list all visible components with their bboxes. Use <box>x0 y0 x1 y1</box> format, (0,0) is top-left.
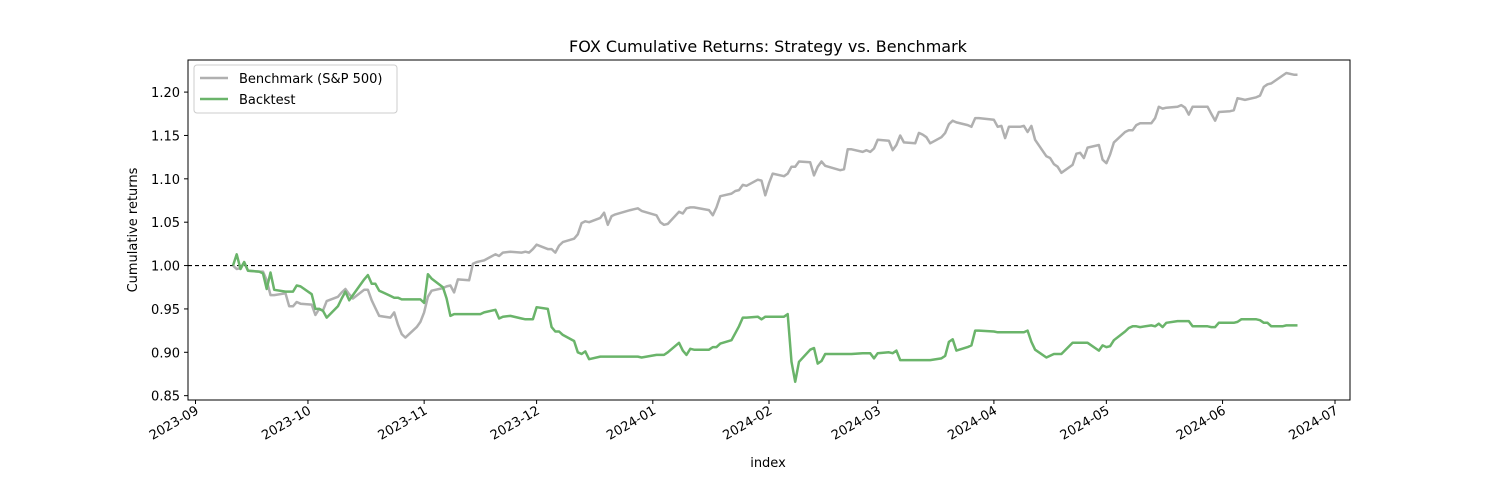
y-axis-label: Cumulative returns <box>126 167 141 292</box>
chart-title: FOX Cumulative Returns: Strategy vs. Ben… <box>569 37 968 56</box>
legend-label-backtest: Backtest <box>239 93 296 108</box>
y-tick-label: 0.90 <box>151 346 180 361</box>
y-tick-label: 1.10 <box>151 173 180 188</box>
series-line-benchmark <box>232 71 1298 339</box>
x-axis-label: index <box>750 456 786 471</box>
y-tick-label: 0.85 <box>151 390 180 405</box>
y-tick-label: 1.00 <box>151 260 180 275</box>
y-tick-label: 0.95 <box>151 303 180 318</box>
plot-area <box>188 71 1350 384</box>
legend-box <box>193 64 398 114</box>
legend: Benchmark (S&P 500) Backtest <box>193 64 398 114</box>
y-tick-label: 1.15 <box>151 129 180 144</box>
y-tick-label: 1.05 <box>151 216 180 231</box>
y-tick-label: 1.20 <box>151 86 180 101</box>
legend-label-benchmark: Benchmark (S&P 500) <box>239 72 383 87</box>
series-line-backtest <box>231 253 1298 384</box>
